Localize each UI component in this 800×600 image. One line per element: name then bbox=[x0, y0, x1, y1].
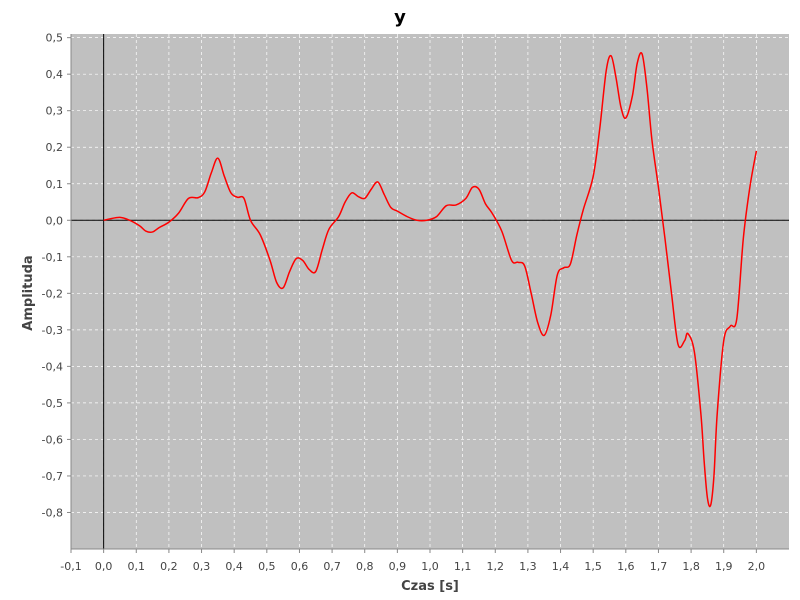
y-tick-label: -0,3 bbox=[42, 324, 63, 337]
y-tick-label: -0,1 bbox=[42, 251, 63, 264]
x-tick-label: 0,4 bbox=[225, 560, 243, 573]
y-tick-label: -0,4 bbox=[42, 360, 63, 373]
y-tick-label: -0,8 bbox=[42, 506, 63, 519]
x-tick-label: 1,5 bbox=[584, 560, 602, 573]
y-tick-label: -0,7 bbox=[42, 470, 63, 483]
x-tick-label: 0,0 bbox=[95, 560, 113, 573]
x-tick-label: 0,2 bbox=[160, 560, 178, 573]
plot-area bbox=[71, 34, 789, 549]
x-tick-label: 0,7 bbox=[323, 560, 341, 573]
y-tick-label: 0,4 bbox=[46, 68, 64, 81]
y-tick-label: -0,6 bbox=[42, 433, 63, 446]
y-tick-label: 0,2 bbox=[46, 141, 64, 154]
x-tick-label: 0,1 bbox=[128, 560, 146, 573]
x-axis-label: Czas [s] bbox=[401, 579, 459, 594]
x-tick-label: 1,9 bbox=[715, 560, 733, 573]
x-tick-label: 0,8 bbox=[356, 560, 374, 573]
x-tick-label: 1,0 bbox=[421, 560, 439, 573]
x-tick-label: 1,2 bbox=[487, 560, 505, 573]
x-axis: -0,1 0,0 0,1 0,2 0,3 0,4 0,5 0,6 0,7 0,8 0,9 1,0 1,1… bbox=[60, 548, 789, 573]
x-tick-label: 1,8 bbox=[682, 560, 700, 573]
x-tick-label: 1,6 bbox=[617, 560, 635, 573]
x-tick-label: 1,4 bbox=[552, 560, 570, 573]
x-tick-label: 0,5 bbox=[258, 560, 276, 573]
series-line bbox=[103, 51, 758, 508]
y-axis: 0,5 0,4 0,3 0,2 0,1 0,0 -0,1 -0,2 -0,3 -0,4 -0,5 -0… bbox=[42, 32, 72, 549]
grid-lines bbox=[70, 34, 789, 549]
y-tick-label: -0,5 bbox=[42, 397, 63, 410]
y-axis-label: Amplituda bbox=[21, 255, 36, 330]
x-tick-label: 0,6 bbox=[291, 560, 309, 573]
y-tick-label: 0,5 bbox=[46, 32, 64, 45]
x-tick-label: 0,3 bbox=[193, 560, 211, 573]
y-tick-label: 0,0 bbox=[46, 214, 64, 227]
x-tick-label: 0,9 bbox=[389, 560, 407, 573]
x-tick-label: 2,0 bbox=[748, 560, 766, 573]
y-tick-label: 0,3 bbox=[46, 105, 64, 118]
x-tick-label: 1,3 bbox=[519, 560, 537, 573]
x-tick-label: -0,1 bbox=[60, 560, 81, 573]
x-tick-label: 1,1 bbox=[454, 560, 472, 573]
chart-title: y bbox=[394, 7, 406, 28]
x-tick-label: 1,7 bbox=[650, 560, 668, 573]
y-tick-label: -0,2 bbox=[42, 287, 63, 300]
y-tick-label: 0,1 bbox=[46, 178, 64, 191]
